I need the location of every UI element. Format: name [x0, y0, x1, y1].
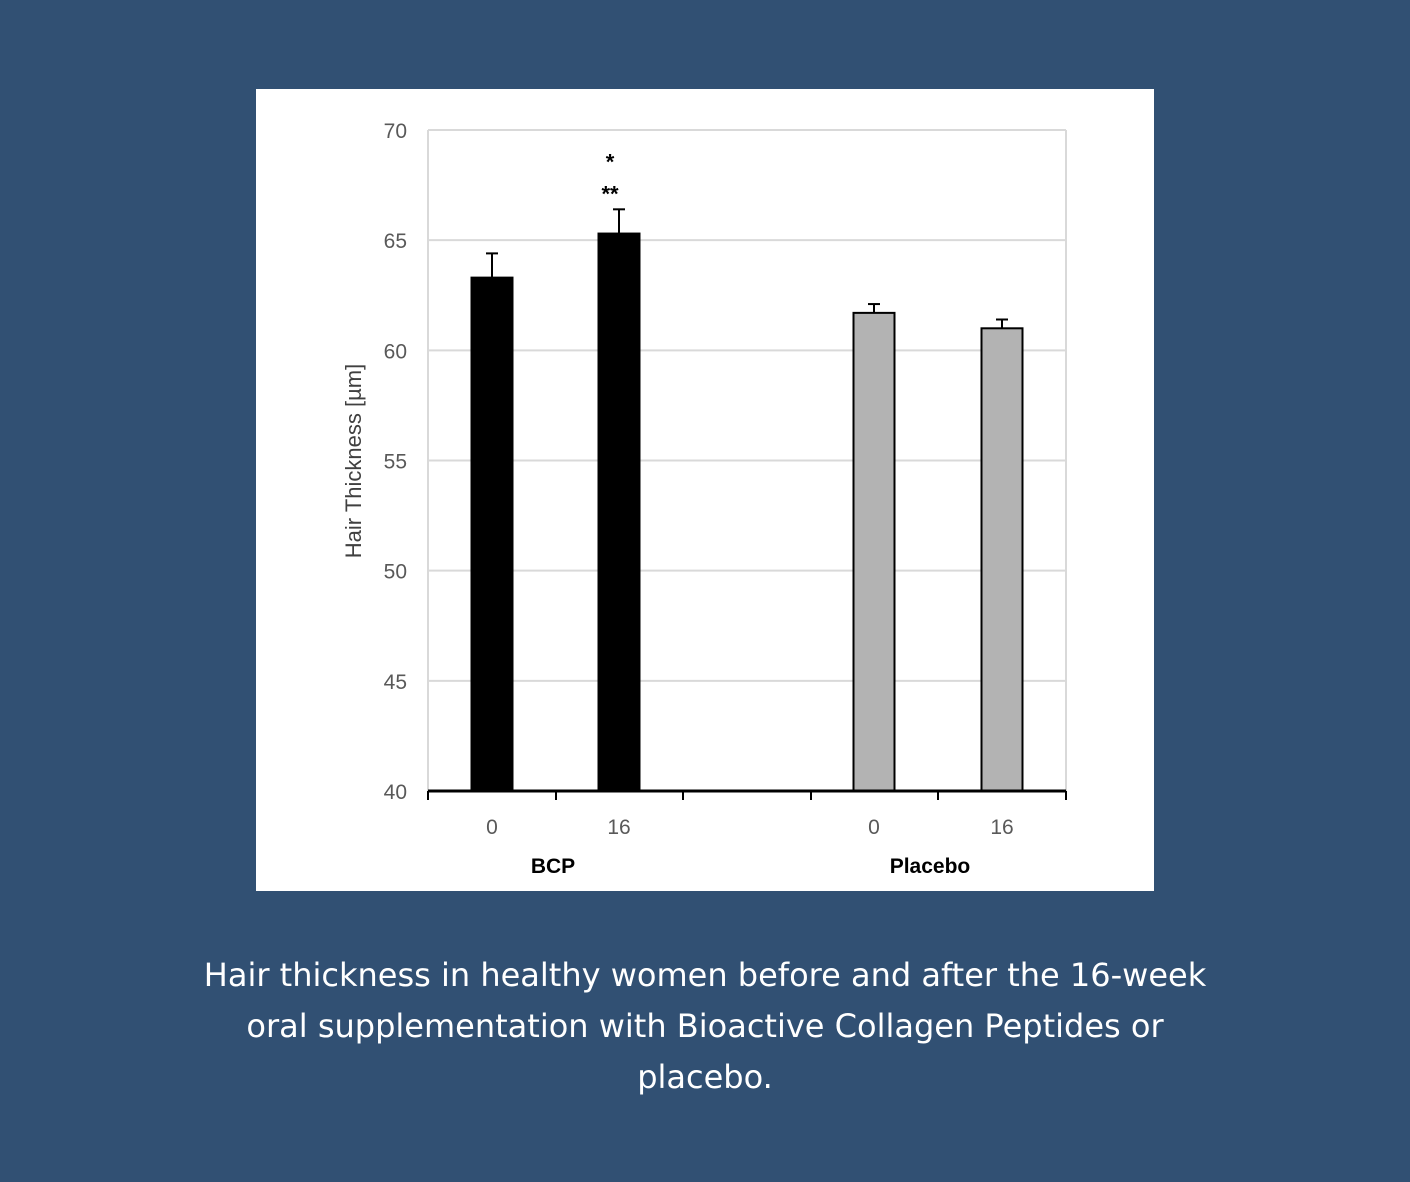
group-label: BCP [531, 855, 575, 878]
figure-caption: Hair thickness in healthy women before a… [105, 950, 1305, 1103]
caption-line: placebo. [637, 1058, 773, 1096]
x-tick-label: 16 [990, 816, 1013, 839]
y-tick-label: 40 [384, 781, 407, 804]
group-label: Placebo [890, 855, 971, 878]
x-tick-label: 0 [486, 816, 498, 839]
bar [852, 311, 896, 792]
y-tick-label: 65 [384, 230, 407, 253]
caption-line: Hair thickness in healthy women before a… [203, 956, 1207, 994]
y-axis-label: Hair Thickness [µm] [341, 364, 366, 558]
chart-panel: 40 45 50 55 60 65 70 0 * ** 16 BCP 0 16 Placebo Hair Th… [256, 89, 1154, 891]
significance-marker: ** [601, 181, 619, 206]
bar [980, 327, 1024, 793]
y-tick-label: 70 [384, 120, 407, 143]
y-tick-label: 50 [384, 561, 407, 584]
y-tick-label: 45 [384, 671, 407, 694]
caption-line: oral supplementation with Bioactive Coll… [246, 1007, 1164, 1045]
x-tick-label: 16 [607, 816, 630, 839]
y-tick-label: 60 [384, 340, 407, 363]
bar [597, 232, 641, 793]
x-tick-label: 0 [868, 816, 880, 839]
y-tick-label: 55 [384, 451, 407, 474]
significance-marker: * [606, 149, 615, 174]
bar [470, 276, 514, 792]
